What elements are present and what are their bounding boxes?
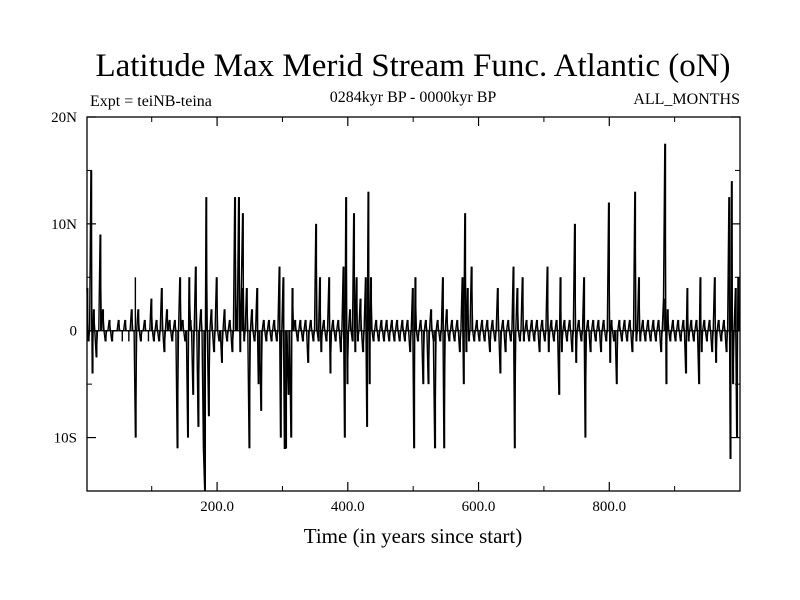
y-tick-label-1: 10N [51, 217, 77, 233]
y-axis-ticks: 20N 10N 0 10S [51, 110, 740, 492]
y-tick-label-0: 20N [51, 110, 77, 126]
period-label: 0284kyr BP - 0000kyr BP [330, 89, 497, 106]
season-label: ALL_MONTHS [633, 91, 740, 108]
x-tick-label-2: 600.0 [462, 499, 496, 515]
x-tick-label-1: 400.0 [331, 499, 365, 515]
chart-title: Latitude Max Merid Stream Func. Atlantic… [95, 48, 730, 84]
y-tick-label-3: 10S [54, 431, 77, 447]
series-group [86, 143, 740, 492]
x-tick-label-0: 200.0 [200, 499, 234, 515]
y-tick-label-2: 0 [70, 324, 78, 340]
x-axis-ticks: 200.0 400.0 600.0 800.0 [151, 117, 676, 515]
experiment-label: Expt = teiNB-teina [90, 93, 212, 110]
x-axis-label: Time (in years since start) [304, 524, 523, 548]
x-tick-label-3: 800.0 [592, 499, 626, 515]
